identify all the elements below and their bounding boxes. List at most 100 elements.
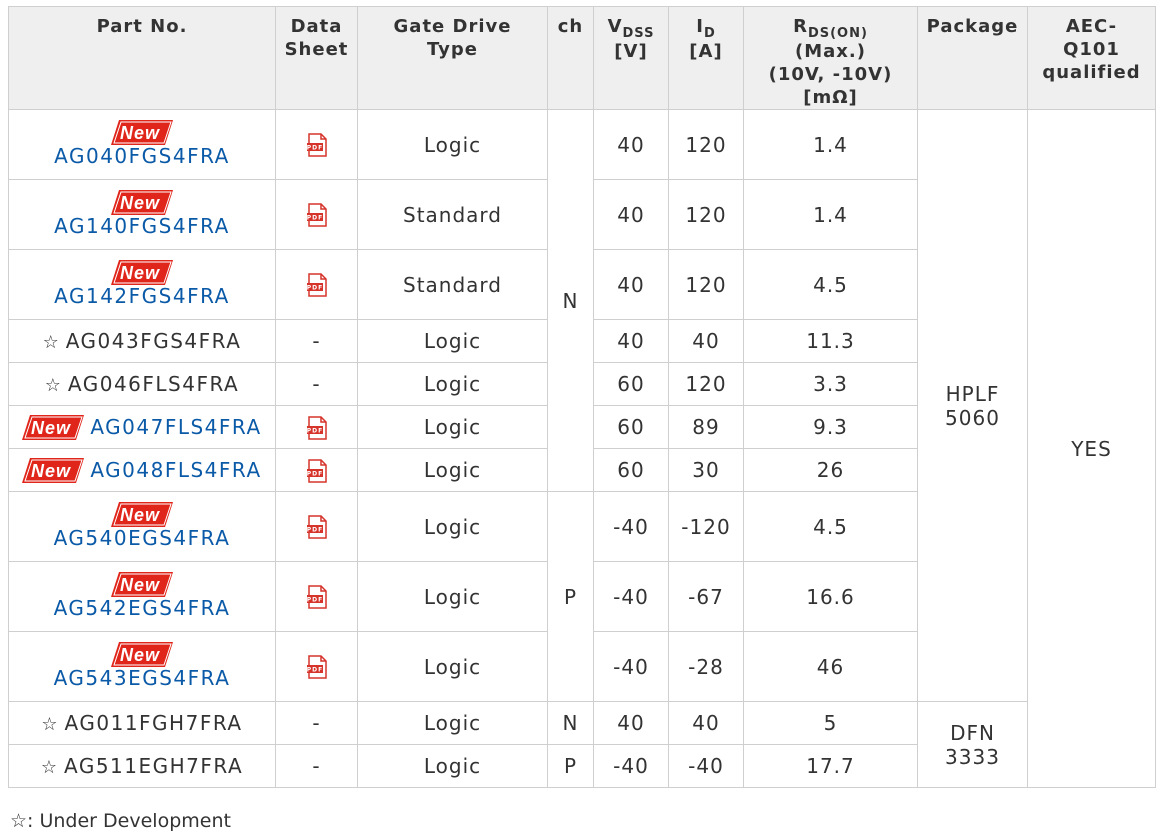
new-badge-icon (111, 642, 173, 667)
vdss-cell: -40 (593, 491, 669, 562)
part-link[interactable]: AG040FGS4FRA (54, 144, 230, 168)
pdf-icon[interactable] (305, 585, 329, 609)
header-row: Part No. Data Sheet Gate Drive Type ch VDS… (8, 6, 1156, 110)
rds-cell: 3.3 (743, 362, 918, 406)
pdf-icon[interactable] (305, 515, 329, 539)
part-cell: AG047FLS4FRA (8, 405, 276, 449)
vdss-cell: 40 (593, 249, 669, 320)
part-link[interactable]: AG047FLS4FRA (90, 415, 262, 439)
id-cell: 120 (668, 179, 744, 250)
vdss-cell: -40 (593, 744, 669, 788)
id-cell: -40 (668, 744, 744, 788)
gate-drive-cell: Logic (357, 631, 548, 702)
vdss-cell: -40 (593, 631, 669, 702)
gate-drive-cell: Logic (357, 701, 548, 745)
table-row: AG142FGS4FRA Standard 40 120 4.5 (8, 249, 1156, 320)
pdf-icon[interactable] (305, 203, 329, 227)
id-cell: -120 (668, 491, 744, 562)
part-link[interactable]: AG543EGS4FRA (53, 666, 231, 690)
gate-drive-cell: Logic (357, 405, 548, 449)
part-cell: AG040FGS4FRA (8, 109, 276, 180)
new-badge-icon (22, 415, 84, 440)
table-row: AG542EGS4FRA Logic -40 -67 16.6 (8, 561, 1156, 632)
gate-drive-cell: Logic (357, 561, 548, 632)
rds-cell: 1.4 (743, 179, 918, 250)
ch-cell-n: N (547, 109, 594, 492)
id-cell: 30 (668, 448, 744, 492)
ch-cell: P (547, 744, 594, 788)
header-ch: ch (547, 6, 594, 110)
datasheet-cell (275, 179, 358, 250)
product-table: Part No. Data Sheet Gate Drive Type ch VDS… (8, 6, 1156, 788)
footnote-text: : Under Development (27, 810, 231, 832)
gate-drive-cell: Logic (357, 362, 548, 406)
vdss-cell: 40 (593, 179, 669, 250)
pdf-icon[interactable] (305, 133, 329, 157)
star-icon: ☆ (41, 714, 59, 735)
rds-cell: 16.6 (743, 561, 918, 632)
part-link[interactable]: AG140FGS4FRA (54, 214, 230, 238)
part-link[interactable]: AG048FLS4FRA (90, 458, 262, 482)
vdss-cell: 40 (593, 109, 669, 180)
rds-cell: 46 (743, 631, 918, 702)
part-link[interactable]: AG142FGS4FRA (54, 284, 230, 308)
id-cell: 40 (668, 701, 744, 745)
vdss-cell: 60 (593, 405, 669, 449)
rds-cell: 4.5 (743, 491, 918, 562)
part-cell: ☆ AG011FGH7FRA (8, 701, 276, 745)
vdss-cell: 60 (593, 448, 669, 492)
new-badge-icon (111, 190, 173, 215)
ch-cell-p: P (547, 491, 594, 702)
datasheet-cell (275, 561, 358, 632)
star-icon: ☆ (10, 810, 28, 832)
vdss-cell: -40 (593, 561, 669, 632)
part-link[interactable]: AG540EGS4FRA (53, 526, 231, 550)
datasheet-cell (275, 249, 358, 320)
part-link[interactable]: AG542EGS4FRA (53, 596, 231, 620)
part-cell: AG543EGS4FRA (8, 631, 276, 702)
gate-drive-cell: Logic (357, 319, 548, 363)
vdss-cell: 40 (593, 319, 669, 363)
package-cell-hplf: HPLF 5060 (917, 109, 1028, 702)
header-id: ID [A] (668, 6, 744, 110)
new-badge-icon (111, 120, 173, 145)
pdf-icon[interactable] (305, 459, 329, 483)
rds-cell: 26 (743, 448, 918, 492)
table-row: ☆ AG043FGS4FRA - Logic 40 40 11.3 (8, 319, 1156, 363)
new-badge-icon (111, 260, 173, 285)
part-number: AG043FGS4FRA (65, 329, 242, 353)
package-cell-dfn: DFN 3333 (917, 701, 1028, 788)
table-row: ☆ AG511EGH7FRA - Logic P -40 -40 17.7 (8, 744, 1156, 788)
table-row: ☆ AG046FLS4FRA - Logic 60 120 3.3 (8, 362, 1156, 406)
id-cell: -28 (668, 631, 744, 702)
part-cell: ☆ AG511EGH7FRA (8, 744, 276, 788)
datasheet-cell (275, 405, 358, 449)
rds-cell: 11.3 (743, 319, 918, 363)
header-aec-q101: AEC- Q101 qualified (1027, 6, 1156, 110)
part-cell: AG542EGS4FRA (8, 561, 276, 632)
header-data-sheet: Data Sheet (275, 6, 358, 110)
aec-cell: YES (1027, 109, 1156, 788)
gate-drive-cell: Logic (357, 744, 548, 788)
rds-cell: 5 (743, 701, 918, 745)
id-cell: 89 (668, 405, 744, 449)
pdf-icon[interactable] (305, 273, 329, 297)
datasheet-cell: - (275, 701, 358, 745)
footnote: ☆: Under Development (10, 810, 231, 832)
id-cell: 40 (668, 319, 744, 363)
part-cell: AG142FGS4FRA (8, 249, 276, 320)
gate-drive-cell: Logic (357, 448, 548, 492)
rds-cell: 17.7 (743, 744, 918, 788)
datasheet-cell (275, 448, 358, 492)
gate-drive-cell: Logic (357, 491, 548, 562)
star-icon: ☆ (44, 375, 62, 396)
datasheet-cell (275, 109, 358, 180)
id-cell: -67 (668, 561, 744, 632)
part-cell: AG540EGS4FRA (8, 491, 276, 562)
id-cell: 120 (668, 109, 744, 180)
table-row: AG543EGS4FRA Logic -40 -28 46 (8, 631, 1156, 702)
pdf-icon[interactable] (305, 655, 329, 679)
header-rds-on: RDS(ON) (Max.) (10V, -10V) [mΩ] (743, 6, 918, 110)
rds-cell: 1.4 (743, 109, 918, 180)
pdf-icon[interactable] (305, 416, 329, 440)
